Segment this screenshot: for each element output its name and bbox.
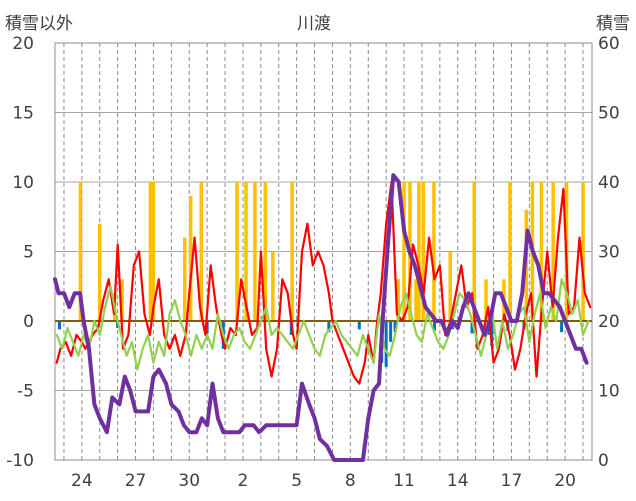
precipitation-bar	[396, 279, 400, 321]
y-right-tick-label: 40	[598, 173, 620, 193]
temperature-line	[55, 180, 592, 385]
x-tick-label: 30	[178, 471, 200, 491]
precipitation-bar	[199, 182, 203, 321]
precipitation-bar	[183, 237, 187, 321]
sunshine-bar	[432, 321, 436, 331]
y-left-tick-label: 15	[12, 104, 34, 124]
precipitation-bar	[120, 279, 124, 321]
sunshine-bar	[393, 321, 397, 333]
precipitation-bar	[98, 223, 102, 321]
sunshine-bar	[57, 321, 61, 330]
x-tick-label: 20	[554, 471, 576, 491]
y-right-tick-label: 20	[598, 312, 620, 332]
precipitation-bar	[484, 279, 488, 321]
sunshine-bar	[389, 321, 393, 342]
sunshine-bar	[327, 321, 331, 333]
precipitation-bar	[263, 182, 268, 321]
wind-line	[55, 278, 590, 371]
y-left-axis-label: 積雪以外	[5, 14, 73, 34]
y-left-tick-label: -5	[17, 382, 34, 402]
x-tick-label: 17	[501, 471, 523, 491]
lines	[53, 173, 592, 462]
y-left-tick-label: 0	[23, 312, 34, 332]
precipitation-bar	[148, 182, 153, 321]
y-right-tick-label: 60	[598, 34, 620, 54]
y-left-tick-label: 5	[23, 243, 34, 263]
precipitation-bar	[432, 182, 436, 321]
plot-border	[54, 42, 593, 461]
precipitation-bar	[151, 182, 156, 321]
snow_depth-line	[53, 173, 589, 462]
precipitation-bar	[235, 182, 239, 321]
x-tick-label: 11	[393, 471, 415, 491]
precipitation-bar	[244, 182, 248, 321]
precipitation-bar	[253, 182, 257, 321]
y-left-tick-label: 10	[12, 173, 34, 193]
precipitation-bar	[551, 182, 555, 321]
x-tick-label: 27	[125, 471, 147, 491]
sunshine-bar	[470, 321, 474, 334]
y-right-tick-label: 10	[598, 382, 620, 402]
sunshine-bar	[205, 321, 209, 334]
precipitation-bar	[472, 182, 476, 321]
precipitation-bar	[188, 195, 193, 321]
precipitation-bar	[508, 182, 512, 321]
x-tick-label: 24	[71, 471, 93, 491]
sunshine-bar	[357, 321, 361, 330]
y-right-tick-label: 30	[598, 243, 620, 263]
precipitation-bar	[290, 182, 294, 321]
sunshine-bar	[384, 321, 388, 367]
y-left-tick-label: -10	[6, 451, 34, 471]
precipitation-bar	[417, 182, 421, 321]
precipitation-bar	[448, 251, 452, 321]
grid	[54, 42, 593, 461]
y-right-axis-label: 積雪	[596, 14, 630, 34]
sunshine-bar	[560, 321, 564, 333]
precipitation-bar	[402, 182, 406, 321]
y-right-tick-label: 0	[598, 451, 609, 471]
precipitation-bar	[271, 251, 275, 321]
precipitation-bar	[421, 182, 426, 321]
precipitation-bar	[539, 182, 544, 321]
y-right-tick-label: 50	[598, 104, 620, 124]
x-tick-label: 8	[345, 471, 356, 491]
x-tick-label: 14	[447, 471, 469, 491]
x-tick-label: 2	[238, 471, 249, 491]
precipitation-bar	[414, 279, 418, 321]
precipitation-bar	[581, 182, 585, 321]
precipitation-bar	[78, 182, 83, 321]
y-left-tick-label: 20	[12, 34, 34, 54]
x-tick-label: 5	[291, 471, 302, 491]
chart-title: 川渡	[297, 14, 331, 34]
